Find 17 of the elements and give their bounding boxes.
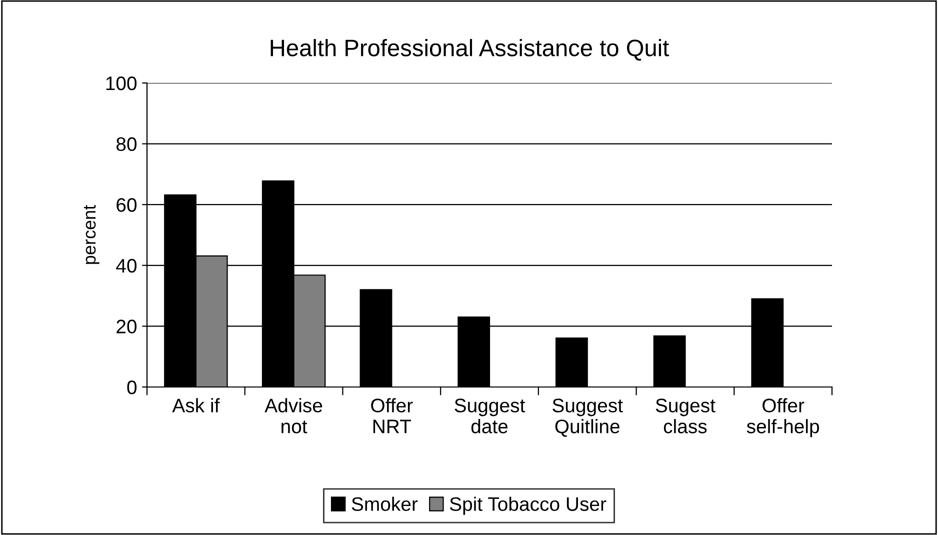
- chart-title: Health Professional Assistance to Quit: [270, 38, 669, 61]
- legend-label: Smoker: [352, 496, 418, 511]
- y-tick-label: 40: [116, 258, 137, 273]
- x-tick-label: Sugest class: [656, 398, 716, 434]
- legend-label: Spit Tobacco User: [450, 496, 606, 515]
- y-tick-label: 0: [127, 380, 137, 394]
- x-tick-label: Offer NRT: [371, 398, 413, 434]
- x-tick-label: Ask if: [172, 398, 220, 412]
- x-tick-label: Offer self-help: [746, 398, 820, 438]
- x-tick-label: Suggest Quitline: [552, 398, 623, 437]
- y-tick-label: 60: [116, 198, 137, 212]
- x-tick-label: Suggest date: [454, 398, 526, 434]
- y-tick-label: 20: [116, 320, 137, 334]
- y-tick-label: 100: [106, 76, 137, 90]
- x-tick-label: Advise not: [264, 398, 322, 434]
- y-axis-title: percent: [84, 205, 100, 264]
- y-tick-label: 80: [116, 137, 137, 152]
